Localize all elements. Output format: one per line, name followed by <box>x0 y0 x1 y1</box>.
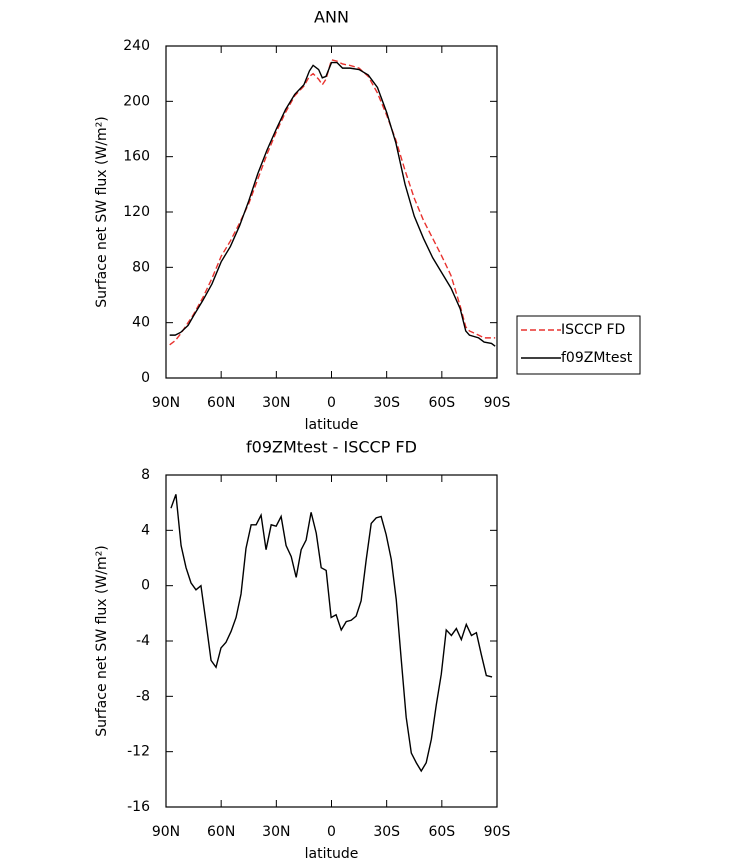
y-axis-label: Surface net SW flux (W/m²) <box>94 116 110 308</box>
y-tick-label: 8 <box>141 467 150 483</box>
y-tick-label: 160 <box>123 149 150 165</box>
chart-title: f09ZMtest - ISCCP FD <box>246 438 417 457</box>
chart-title: ANN <box>314 8 349 27</box>
x-axis-label: latitude <box>305 417 359 433</box>
y-tick-label: -8 <box>136 688 150 704</box>
y-tick-label: 120 <box>123 204 150 220</box>
y-tick-label: 200 <box>123 93 150 109</box>
x-tick-label: 90S <box>484 395 511 411</box>
data-line <box>169 61 496 347</box>
x-tick-label: 30N <box>262 824 290 840</box>
y-tick-label: -4 <box>136 633 150 649</box>
y-tick-label: -16 <box>127 799 150 815</box>
x-tick-label: 90S <box>484 824 511 840</box>
y-tick-label: 240 <box>123 38 150 54</box>
y-tick-label: -12 <box>127 744 150 760</box>
x-tick-label: 30S <box>373 395 400 411</box>
y-tick-label: 0 <box>141 370 150 386</box>
x-tick-label: 90N <box>152 395 180 411</box>
x-tick-label: 30N <box>262 395 290 411</box>
legend-label: f09ZMtest <box>561 350 633 366</box>
y-tick-label: 4 <box>141 522 150 538</box>
y-tick-label: 0 <box>141 578 150 594</box>
x-tick-label: 60N <box>207 824 235 840</box>
x-tick-label: 90N <box>152 824 180 840</box>
x-tick-label: 60N <box>207 395 235 411</box>
legend-label: ISCCP FD <box>561 322 625 338</box>
x-axis-label: latitude <box>305 846 359 862</box>
plot-frame <box>165 474 498 808</box>
x-tick-label: 30S <box>373 824 400 840</box>
x-tick-label: 60S <box>428 824 455 840</box>
x-tick-label: 60S <box>428 395 455 411</box>
data-line <box>170 494 493 773</box>
y-tick-label: 80 <box>132 259 150 275</box>
x-tick-label: 0 <box>327 824 336 840</box>
data-line <box>169 58 496 346</box>
x-tick-label: 0 <box>327 395 336 411</box>
y-tick-label: 40 <box>132 315 150 331</box>
legend-box <box>516 315 641 375</box>
y-axis-label: Surface net SW flux (W/m²) <box>94 545 110 737</box>
plot-frame <box>165 45 498 379</box>
